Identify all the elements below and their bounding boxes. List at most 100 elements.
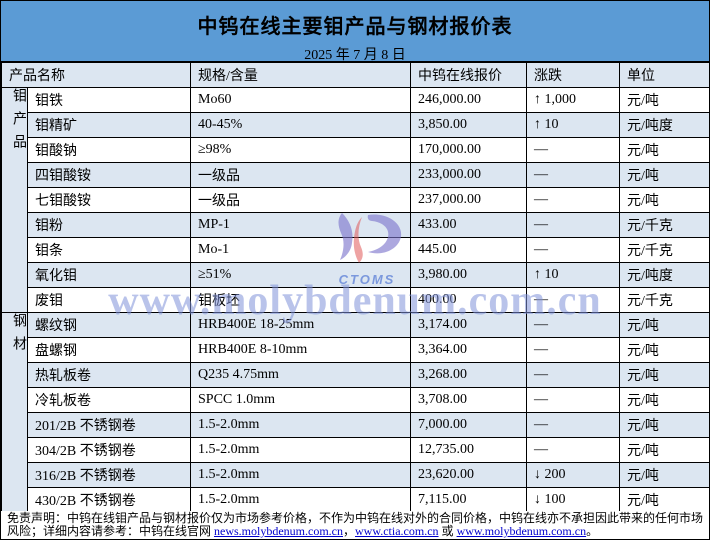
product-cell: 钼粉	[27, 212, 191, 238]
spec-cell: 一级品	[190, 162, 411, 188]
price-cell: 3,364.00	[410, 337, 527, 363]
spec-cell: ≥98%	[190, 137, 411, 163]
price-cell: 7,115.00	[410, 487, 527, 513]
price-cell: 3,268.00	[410, 362, 527, 388]
price-cell: 233,000.00	[410, 162, 527, 188]
spec-cell: Q235 4.75mm	[190, 362, 411, 388]
change-cell: ↓ 100	[526, 487, 620, 513]
spec-cell: 钼板坯	[190, 287, 411, 313]
disclaimer-separator: ，	[343, 524, 356, 538]
link-news-molybdenum[interactable]: news.molybdenum.com.cn	[214, 524, 343, 538]
table-row: 316/2B 不锈钢卷 1.5-2.0mm 23,620.00 ↓ 200 元/…	[2, 462, 709, 488]
product-cell: 钼铁	[27, 87, 191, 113]
table-row: 冷轧板卷 SPCC 1.0mm 3,708.00 — 元/吨	[2, 387, 709, 413]
header-product-name: 产品名称	[1, 62, 191, 88]
disclaimer: 免责声明：中钨在线钼产品与钢材报价仅为市场参考价格，不作为中钨在线对外的合同价格…	[1, 511, 709, 539]
table-row: 钼产品 钼铁 Mo60 246,000.00 ↑ 1,000 元/吨	[1, 87, 709, 313]
link-ctia[interactable]: www.ctia.com.cn	[355, 524, 439, 538]
unit-cell: 元/吨	[619, 487, 709, 513]
page-title: 中钨在线主要钼产品与钢材报价表	[197, 16, 513, 38]
price-cell: 433.00	[410, 212, 527, 238]
product-cell: 盘螺钢	[27, 337, 191, 363]
change-cell: ↑ 10	[526, 262, 620, 288]
product-cell: 七钼酸铵	[27, 187, 191, 213]
change-cell: —	[526, 412, 620, 438]
product-cell: 钼酸钠	[27, 137, 191, 163]
unit-cell: 元/吨	[619, 362, 709, 388]
product-cell: 热轧板卷	[27, 362, 191, 388]
product-cell: 430/2B 不锈钢卷	[27, 487, 191, 513]
product-cell: 316/2B 不锈钢卷	[27, 462, 191, 488]
table-row: 钢材 螺纹钢 HRB400E 18-25mm 3,174.00 — 元/吨	[1, 312, 709, 513]
price-cell: 400.00	[410, 287, 527, 313]
price-table: 产品名称 规格/含量 中钨在线报价 涨跌 单位 钼产品 钼铁 Mo60 246,…	[1, 62, 709, 513]
product-cell: 201/2B 不锈钢卷	[27, 412, 191, 438]
header-unit: 单位	[619, 62, 709, 88]
table-row: 钼酸钠 ≥98% 170,000.00 — 元/吨	[2, 137, 709, 163]
change-cell: —	[526, 312, 620, 338]
change-cell: —	[526, 362, 620, 388]
spec-cell: HRB400E 18-25mm	[190, 312, 411, 338]
change-cell: ↓ 200	[526, 462, 620, 488]
disclaimer-separator: 或	[438, 524, 457, 538]
product-cell: 废钼	[27, 287, 191, 313]
price-cell: 3,708.00	[410, 387, 527, 413]
table-row: 304/2B 不锈钢卷 1.5-2.0mm 12,735.00 — 元/吨	[2, 437, 709, 463]
table-row: 201/2B 不锈钢卷 1.5-2.0mm 7,000.00 — 元/吨	[2, 412, 709, 438]
change-cell: ↑ 10	[526, 112, 620, 138]
spec-cell: 40-45%	[190, 112, 411, 138]
unit-cell: 元/千克	[619, 237, 709, 263]
price-cell: 23,620.00	[410, 462, 527, 488]
table-row: 盘螺钢 HRB400E 8-10mm 3,364.00 — 元/吨	[2, 337, 709, 363]
price-cell: 246,000.00	[410, 87, 527, 113]
table-row: 热轧板卷 Q235 4.75mm 3,268.00 — 元/吨	[2, 362, 709, 388]
disclaimer-text: 免责声明：中钨在线钼产品与钢材报价仅为市场参考价格，不作为中钨在线对外的合同价格…	[7, 511, 704, 538]
spec-cell: 1.5-2.0mm	[190, 487, 411, 513]
unit-cell: 元/千克	[619, 212, 709, 238]
unit-cell: 元/千克	[619, 287, 709, 313]
change-cell: —	[526, 387, 620, 413]
table-row: 钼粉 MP-1 433.00 — 元/千克	[2, 212, 709, 238]
unit-cell: 元/吨	[619, 412, 709, 438]
spec-cell: Mo-1	[190, 237, 411, 263]
price-cell: 3,850.00	[410, 112, 527, 138]
change-cell: —	[526, 337, 620, 363]
spec-cell: HRB400E 8-10mm	[190, 337, 411, 363]
unit-cell: 元/吨	[619, 337, 709, 363]
price-cell: 445.00	[410, 237, 527, 263]
table-header-row: 产品名称 规格/含量 中钨在线报价 涨跌 单位	[1, 62, 709, 88]
unit-cell: 元/吨度	[619, 262, 709, 288]
unit-cell: 元/吨	[619, 87, 709, 113]
table-row: 氧化钼 ≥51% 3,980.00 ↑ 10 元/吨度	[2, 262, 709, 288]
unit-cell: 元/吨	[619, 312, 709, 338]
link-molybdenum[interactable]: www.molybdenum.com.cn	[456, 524, 587, 538]
title-banner: 中钨在线主要钼产品与钢材报价表 2025 年 7 月 8 日	[1, 1, 709, 63]
change-cell: —	[526, 437, 620, 463]
spec-cell: Mo60	[190, 87, 411, 113]
product-cell: 钼精矿	[27, 112, 191, 138]
table-row: 钼精矿 40-45% 3,850.00 ↑ 10 元/吨度	[2, 112, 709, 138]
table-row: 钼条 Mo-1 445.00 — 元/千克	[2, 237, 709, 263]
header-price: 中钨在线报价	[410, 62, 527, 88]
header-spec: 规格/含量	[190, 62, 411, 88]
spec-cell: 一级品	[190, 187, 411, 213]
change-cell: —	[526, 162, 620, 188]
product-cell: 304/2B 不锈钢卷	[27, 437, 191, 463]
spec-cell: SPCC 1.0mm	[190, 387, 411, 413]
table-row: 430/2B 不锈钢卷 1.5-2.0mm 7,115.00 ↓ 100 元/吨	[2, 487, 709, 513]
price-cell: 3,174.00	[410, 312, 527, 338]
unit-cell: 元/吨	[619, 437, 709, 463]
spec-cell: 1.5-2.0mm	[190, 412, 411, 438]
unit-cell: 元/吨度	[619, 112, 709, 138]
spec-cell: 1.5-2.0mm	[190, 462, 411, 488]
unit-cell: 元/吨	[619, 187, 709, 213]
product-cell: 螺纹钢	[27, 312, 191, 338]
unit-cell: 元/吨	[619, 387, 709, 413]
unit-cell: 元/吨	[619, 462, 709, 488]
product-cell: 钼条	[27, 237, 191, 263]
spec-cell: MP-1	[190, 212, 411, 238]
header-change: 涨跌	[526, 62, 620, 88]
spec-cell: ≥51%	[190, 262, 411, 288]
change-cell: —	[526, 137, 620, 163]
price-cell: 170,000.00	[410, 137, 527, 163]
